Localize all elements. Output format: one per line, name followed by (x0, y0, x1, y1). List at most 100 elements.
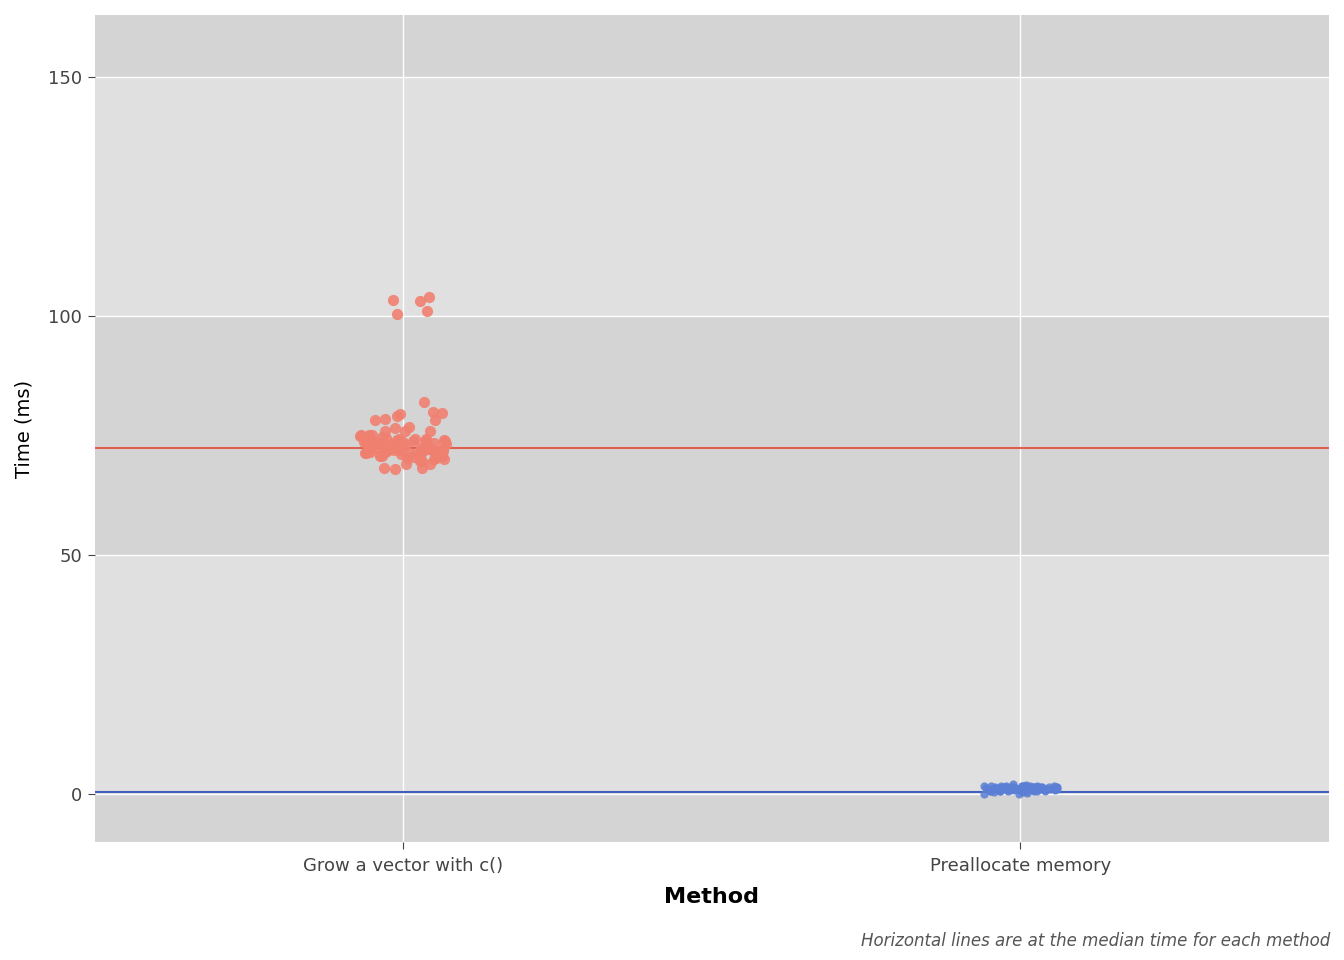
Point (1017, 780, 1039, 795)
Point (415, 433, 437, 448)
Point (431, 444, 453, 459)
Point (1003, 777, 1024, 792)
Point (1007, 781, 1028, 797)
Point (374, 439, 395, 454)
Point (1046, 781, 1067, 797)
Point (433, 442, 454, 457)
Point (996, 779, 1017, 794)
Point (386, 306, 407, 322)
Point (1023, 780, 1044, 796)
Point (358, 433, 379, 448)
Point (398, 419, 419, 434)
Point (986, 781, 1008, 797)
Point (1039, 781, 1060, 797)
Point (382, 437, 403, 452)
Point (1021, 781, 1043, 797)
Point (982, 781, 1004, 797)
Point (984, 784, 1005, 800)
Point (410, 454, 431, 469)
Point (380, 438, 402, 453)
Point (980, 779, 1001, 794)
Point (1047, 780, 1068, 795)
Point (1039, 780, 1060, 795)
Point (993, 780, 1015, 795)
Point (386, 408, 407, 423)
Point (1015, 778, 1036, 793)
Point (376, 443, 398, 458)
Point (407, 444, 429, 460)
Point (410, 440, 431, 455)
Point (1019, 780, 1040, 795)
Point (359, 438, 380, 453)
Point (984, 780, 1005, 796)
Point (1020, 781, 1042, 797)
Point (378, 442, 399, 457)
Point (413, 395, 434, 410)
Point (388, 431, 410, 446)
Point (383, 443, 405, 458)
Point (1016, 780, 1038, 796)
Point (419, 456, 441, 471)
Point (989, 780, 1011, 795)
Point (1009, 783, 1031, 799)
Point (992, 780, 1013, 795)
Point (435, 436, 457, 451)
Point (410, 293, 431, 308)
Point (359, 444, 380, 460)
Point (382, 292, 403, 307)
Point (985, 780, 1007, 795)
Point (417, 442, 438, 457)
Point (431, 442, 453, 457)
Point (434, 432, 456, 447)
Point (1004, 780, 1025, 796)
Point (423, 444, 445, 459)
Point (1015, 780, 1036, 795)
Point (402, 434, 423, 449)
Point (390, 406, 411, 421)
Point (1034, 782, 1055, 798)
Point (1027, 783, 1048, 799)
Point (995, 780, 1016, 795)
Point (1021, 780, 1043, 796)
Point (1023, 780, 1044, 795)
Point (989, 780, 1011, 796)
Point (1008, 786, 1030, 802)
Point (405, 432, 426, 447)
Point (415, 436, 437, 451)
Point (396, 451, 418, 467)
Point (991, 782, 1012, 798)
Point (394, 423, 415, 439)
Point (417, 436, 438, 451)
Point (370, 447, 391, 463)
Point (390, 445, 411, 461)
Point (434, 433, 456, 448)
Point (423, 413, 445, 428)
Point (421, 443, 442, 458)
Point (425, 450, 446, 466)
Point (1034, 783, 1055, 799)
Bar (94, 555, 1329, 794)
Point (423, 451, 445, 467)
Point (349, 428, 371, 444)
Point (386, 432, 407, 447)
Point (360, 441, 382, 456)
Point (1003, 781, 1024, 797)
Point (980, 783, 1001, 799)
Point (371, 448, 392, 464)
Point (410, 445, 431, 461)
Point (1017, 779, 1039, 794)
Point (411, 461, 433, 476)
Point (1000, 782, 1021, 798)
Point (997, 783, 1019, 799)
Point (1027, 780, 1048, 795)
Point (974, 786, 996, 802)
Point (1016, 783, 1038, 799)
Point (981, 783, 1003, 799)
Point (997, 780, 1019, 796)
Point (995, 780, 1016, 795)
Point (1013, 778, 1035, 793)
Point (363, 434, 384, 449)
Point (358, 442, 379, 457)
Point (351, 427, 372, 443)
Point (417, 303, 438, 319)
